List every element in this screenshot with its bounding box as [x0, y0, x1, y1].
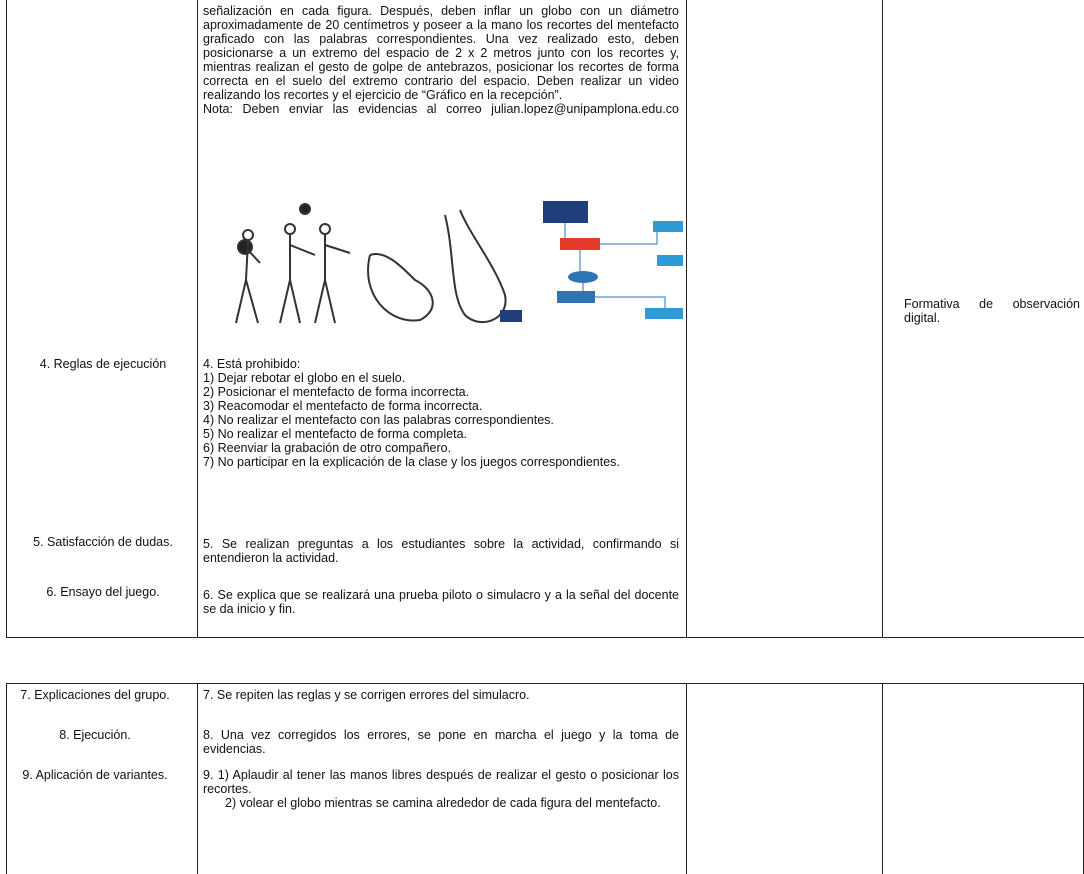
line: 9. 1) Aplaudir al tener las manos libres… [203, 768, 679, 796]
step: 7. Explicaciones del grupo. [20, 688, 170, 702]
border [6, 637, 1084, 638]
line: 2) Posicionar el mentefacto de forma inc… [203, 385, 470, 399]
line: 7) No participar en la explicación de la… [203, 455, 620, 469]
line: 1) Dejar rebotar el globo en el suelo. [203, 371, 406, 385]
line: 7. Se repiten las reglas y se corrigen e… [203, 688, 530, 702]
line: 5. Se realizan preguntas a los estudiant… [203, 537, 679, 565]
step-text: 8. Una vez corregidos los errores, se po… [203, 728, 679, 756]
paragraph: Nota: Deben enviar las evidencias al cor… [203, 102, 679, 116]
line: 6) Reenviar la grabación de otro compañe… [203, 441, 452, 455]
illustrations [235, 201, 683, 324]
border [197, 0, 198, 638]
step-text: 4. Está prohibido: 1) Dejar rebotar el g… [203, 357, 679, 469]
step-text: 5. Se realizan preguntas a los estudiant… [203, 537, 679, 565]
border [6, 683, 1084, 684]
border [686, 0, 687, 638]
step: 6. Ensayo del juego. [46, 585, 160, 599]
step: 8. Ejecución. [59, 728, 131, 742]
line: 2) volear el globo mientras se camina al… [225, 796, 661, 810]
line: 5) No realizar el mentefacto de forma co… [203, 427, 468, 441]
border [197, 683, 198, 874]
step-text: 9. 1) Aplaudir al tener las manos libres… [203, 768, 679, 810]
step: 5. Satisfacción de dudas. [33, 535, 173, 549]
paragraph: señalización en cada figura. Después, de… [203, 4, 679, 102]
intro: señalización en cada figura. Después, de… [203, 4, 679, 116]
line: 6. Se explica que se realizará una prueb… [203, 588, 679, 616]
border [882, 683, 883, 874]
step-text: 7. Se repiten las reglas y se corrigen e… [203, 688, 679, 702]
border [6, 0, 7, 638]
step: 4. Reglas de ejecución [39, 357, 167, 371]
border [686, 683, 687, 874]
step: 9. Aplicación de variantes. [22, 768, 168, 782]
border [882, 0, 883, 638]
line: 8. Una vez corregidos los errores, se po… [203, 728, 679, 756]
step-text: 6. Se explica que se realizará una prueb… [203, 588, 679, 616]
line: 4. Está prohibido: [203, 357, 301, 371]
line: 3) Reacomodar el mentefacto de forma inc… [203, 399, 483, 413]
assessment: Formativa de observación digital. [904, 297, 1080, 325]
line: 4) No realizar el mentefacto con las pal… [203, 413, 554, 427]
border [6, 683, 7, 874]
